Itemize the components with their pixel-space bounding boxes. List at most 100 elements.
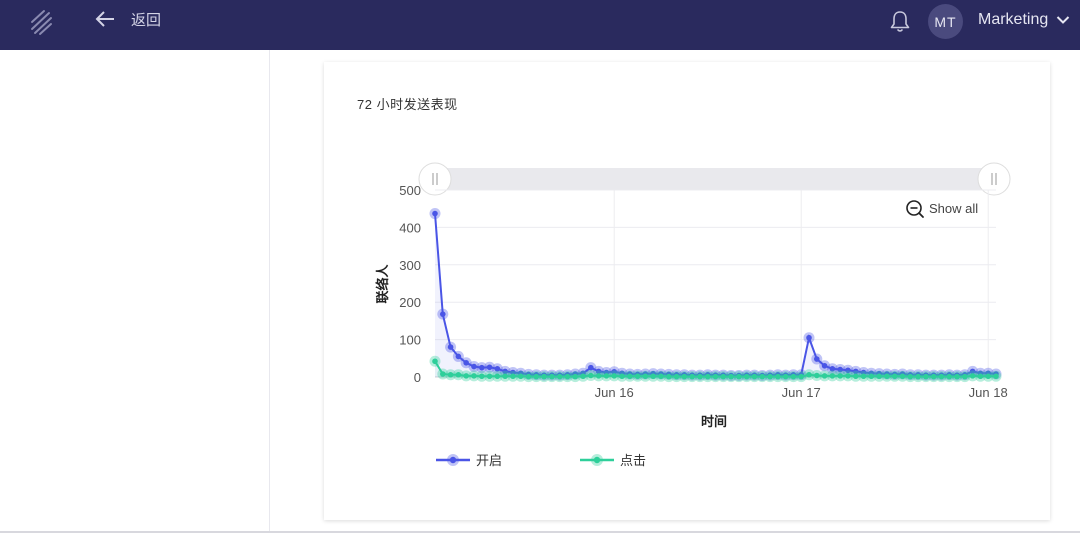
data-point[interactable] (756, 371, 768, 383)
data-point[interactable] (429, 355, 441, 367)
data-point[interactable] (702, 371, 714, 383)
data-point[interactable] (811, 370, 823, 382)
avatar[interactable]: MT (928, 4, 963, 39)
data-point[interactable] (491, 370, 503, 382)
data-point[interactable] (538, 371, 550, 383)
data-point[interactable] (499, 370, 511, 382)
data-point[interactable] (834, 370, 846, 382)
data-point[interactable] (967, 370, 979, 382)
legend-item[interactable]: 开启 (436, 453, 502, 468)
data-point[interactable] (873, 370, 885, 382)
data-point[interactable] (624, 370, 636, 382)
range-handle-right[interactable] (977, 162, 1011, 196)
data-point[interactable] (951, 371, 963, 383)
data-point[interactable] (452, 350, 464, 362)
data-point[interactable] (889, 370, 901, 382)
data-point[interactable] (616, 370, 628, 382)
data-point[interactable] (850, 365, 862, 377)
data-point[interactable] (897, 370, 908, 382)
data-point[interactable] (593, 365, 605, 377)
data-point[interactable] (842, 364, 854, 376)
range-navigator-track[interactable] (435, 168, 994, 190)
data-point[interactable] (881, 370, 893, 382)
data-point[interactable] (967, 365, 979, 377)
data-point[interactable] (437, 308, 449, 320)
data-point[interactable] (429, 208, 441, 220)
data-point[interactable] (499, 365, 511, 377)
data-point[interactable] (530, 371, 542, 383)
data-point[interactable] (850, 370, 862, 382)
data-point[interactable] (523, 371, 534, 383)
data-point[interactable] (865, 370, 877, 382)
data-point[interactable] (710, 371, 721, 383)
data-point[interactable] (593, 370, 605, 382)
data-point[interactable] (904, 371, 916, 383)
data-point[interactable] (834, 364, 846, 376)
data-point[interactable] (826, 363, 838, 375)
data-point[interactable] (561, 371, 573, 383)
data-point[interactable] (445, 369, 457, 381)
data-point[interactable] (717, 371, 729, 383)
data-point[interactable] (468, 370, 480, 382)
data-point[interactable] (982, 370, 994, 382)
data-point[interactable] (476, 362, 488, 374)
data-point[interactable] (608, 370, 620, 382)
data-point[interactable] (585, 370, 597, 382)
data-point[interactable] (795, 371, 807, 383)
data-point[interactable] (639, 370, 651, 382)
logo-icon[interactable] (30, 8, 54, 36)
back-button[interactable]: 返回 (95, 9, 161, 29)
data-point[interactable] (748, 371, 760, 383)
data-point[interactable] (811, 353, 823, 365)
data-point[interactable] (935, 371, 947, 383)
data-point[interactable] (764, 371, 776, 383)
data-point[interactable] (491, 363, 503, 375)
data-point[interactable] (655, 370, 667, 382)
data-point[interactable] (647, 370, 659, 382)
data-point[interactable] (600, 370, 612, 382)
data-point[interactable] (632, 370, 644, 382)
data-point[interactable] (546, 371, 558, 383)
data-point[interactable] (515, 370, 527, 382)
data-point[interactable] (686, 371, 698, 383)
show-all-button[interactable]: Show all (906, 200, 978, 218)
data-point[interactable] (507, 370, 519, 382)
data-point[interactable] (928, 371, 940, 383)
data-point[interactable] (608, 366, 620, 378)
data-point[interactable] (819, 360, 831, 372)
data-point[interactable] (803, 332, 815, 344)
data-point[interactable] (912, 371, 924, 383)
data-point[interactable] (554, 371, 566, 383)
data-point[interactable] (787, 371, 799, 383)
legend-item[interactable]: 点击 (580, 453, 646, 468)
data-point[interactable] (733, 371, 745, 383)
range-handle-left[interactable] (418, 162, 452, 196)
data-point[interactable] (569, 371, 581, 383)
data-point[interactable] (585, 362, 597, 374)
data-point[interactable] (819, 370, 831, 382)
data-point[interactable] (445, 341, 457, 353)
data-point[interactable] (460, 370, 472, 382)
data-point[interactable] (990, 370, 1002, 382)
data-point[interactable] (577, 370, 589, 382)
data-point[interactable] (725, 371, 737, 383)
data-point[interactable] (678, 371, 690, 383)
data-point[interactable] (476, 370, 488, 382)
data-point[interactable] (484, 370, 496, 382)
data-point[interactable] (858, 370, 870, 382)
data-point[interactable] (671, 371, 683, 383)
data-point[interactable] (826, 370, 838, 382)
data-point[interactable] (803, 369, 815, 381)
data-point[interactable] (920, 371, 932, 383)
data-point[interactable] (694, 371, 706, 383)
account-menu[interactable]: Marketing (978, 11, 1070, 29)
data-point[interactable] (842, 370, 854, 382)
data-point[interactable] (943, 371, 955, 383)
data-point[interactable] (452, 369, 464, 381)
data-point[interactable] (437, 368, 449, 380)
bell-icon[interactable] (889, 9, 911, 33)
data-point[interactable] (772, 371, 784, 383)
data-point[interactable] (959, 371, 971, 383)
data-point[interactable] (974, 370, 986, 382)
data-point[interactable] (468, 361, 480, 373)
